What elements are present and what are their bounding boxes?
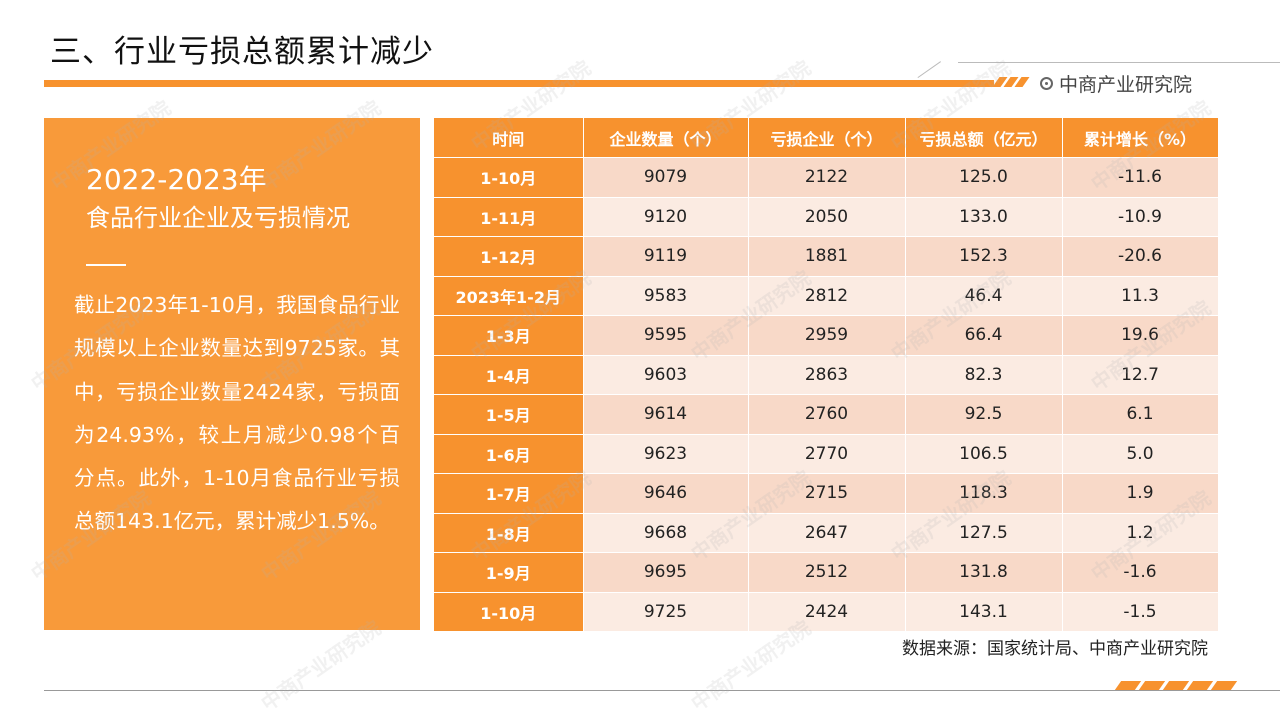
header-enterprise-count: 企业数量（个） [583, 118, 749, 158]
loss-enterprises-cell: 2770 [748, 433, 906, 474]
loss-enterprises-cell: 2812 [748, 275, 906, 316]
loss-enterprises-cell: 2050 [748, 196, 906, 237]
enterprise-count-cell: 9120 [583, 196, 749, 237]
loss-total-cell: 127.5 [905, 512, 1063, 553]
time-cell: 1-11月 [434, 196, 584, 237]
loss-total-cell: 46.4 [905, 275, 1063, 316]
table-row: 2023年1-2月 9583 2812 46.4 11.3 [434, 275, 1219, 316]
growth-cell: -11.6 [1062, 157, 1219, 197]
table-row: 1-3月 9595 2959 66.4 19.6 [434, 315, 1219, 355]
table-row: 1-10月 9079 2122 125.0 -11.6 [434, 157, 1219, 197]
time-cell: 1-6月 [434, 433, 584, 474]
table-row: 1-12月 9119 1881 152.3 -20.6 [434, 236, 1219, 276]
enterprise-count-cell: 9646 [583, 473, 749, 513]
loss-total-cell: 92.5 [905, 394, 1063, 434]
header-loss-total: 亏损总额（亿元） [905, 118, 1063, 158]
header-stripes [992, 77, 1030, 87]
time-cell: 1-7月 [434, 473, 584, 513]
header-divider-slant [917, 61, 941, 79]
enterprise-count-cell: 9623 [583, 433, 749, 474]
loss-total-cell: 133.0 [905, 196, 1063, 237]
loss-total-cell: 131.8 [905, 552, 1063, 592]
loss-total-cell: 125.0 [905, 157, 1063, 197]
enterprise-count-cell: 9725 [583, 591, 749, 631]
loss-total-cell: 66.4 [905, 315, 1063, 355]
title-accent-bar [44, 80, 994, 87]
brand-name: 中商产业研究院 [1059, 74, 1193, 96]
time-cell: 1-4月 [434, 354, 584, 395]
loss-enterprises-cell: 2959 [748, 315, 906, 355]
table-row: 1-6月 9623 2770 106.5 5.0 [434, 433, 1219, 474]
time-cell: 1-8月 [434, 512, 584, 553]
growth-cell: -20.6 [1062, 236, 1219, 276]
time-cell: 1-10月 [434, 157, 584, 197]
loss-enterprises-cell: 2647 [748, 512, 906, 553]
table-row: 1-5月 9614 2760 92.5 6.1 [434, 394, 1219, 434]
header-time: 时间 [434, 118, 584, 158]
loss-enterprises-cell: 1881 [748, 236, 906, 276]
growth-cell: 1.9 [1062, 473, 1219, 513]
table-row: 1-4月 9603 2863 82.3 12.7 [434, 354, 1219, 395]
loss-data-table: 时间 企业数量（个） 亏损企业（个） 亏损总额（亿元） 累计增长（%） 1-10… [434, 118, 1219, 631]
table-row: 1-11月 9120 2050 133.0 -10.9 [434, 196, 1219, 237]
footer-divider [44, 690, 1280, 691]
table-row: 1-10月 9725 2424 143.1 -1.5 [434, 591, 1219, 631]
page-title: 三、行业亏损总额累计减少 [50, 34, 434, 70]
header-divider [958, 62, 1280, 63]
loss-total-cell: 106.5 [905, 433, 1063, 474]
panel-subtitle: 食品行业企业及亏损情况 [86, 204, 350, 232]
table-header-row: 时间 企业数量（个） 亏损企业（个） 亏损总额（亿元） 累计增长（%） [434, 118, 1219, 158]
brand-logo: 中商产业研究院 [1040, 70, 1192, 97]
time-cell: 1-3月 [434, 315, 584, 355]
enterprise-count-cell: 9583 [583, 275, 749, 316]
growth-cell: -1.5 [1062, 591, 1219, 631]
summary-panel: 2022-2023年 食品行业企业及亏损情况 截止2023年1-10月，我国食品… [44, 118, 420, 630]
loss-total-cell: 143.1 [905, 591, 1063, 631]
loss-enterprises-cell: 2424 [748, 591, 906, 631]
growth-cell: -10.9 [1062, 196, 1219, 237]
enterprise-count-cell: 9695 [583, 552, 749, 592]
table-body: 1-10月 9079 2122 125.0 -11.6 1-11月 9120 2050 133.… [434, 157, 1219, 631]
footer-stripes [1114, 681, 1238, 690]
panel-divider [86, 264, 126, 266]
panel-body-text: 截止2023年1-10月，我国食品行业规模以上企业数量达到9725家。其中，亏损… [74, 293, 400, 534]
enterprise-count-cell: 9595 [583, 315, 749, 355]
panel-year: 2022-2023年 [86, 163, 267, 196]
growth-cell: 5.0 [1062, 433, 1219, 474]
loss-enterprises-cell: 2122 [748, 157, 906, 197]
growth-cell: 11.3 [1062, 275, 1219, 316]
enterprise-count-cell: 9668 [583, 512, 749, 553]
loss-enterprises-cell: 2715 [748, 473, 906, 513]
time-cell: 1-12月 [434, 236, 584, 276]
enterprise-count-cell: 9079 [583, 157, 749, 197]
data-source: 数据来源：国家统计局、中商产业研究院 [902, 639, 1208, 659]
loss-enterprises-cell: 2760 [748, 394, 906, 434]
growth-cell: 6.1 [1062, 394, 1219, 434]
table-row: 1-7月 9646 2715 118.3 1.9 [434, 473, 1219, 513]
table-row: 1-8月 9668 2647 127.5 1.2 [434, 512, 1219, 553]
growth-cell: -1.6 [1062, 552, 1219, 592]
header-loss-enterprises: 亏损企业（个） [748, 118, 906, 158]
header-cumulative-growth: 累计增长（%） [1062, 118, 1219, 158]
growth-cell: 1.2 [1062, 512, 1219, 553]
growth-cell: 19.6 [1062, 315, 1219, 355]
loss-total-cell: 82.3 [905, 354, 1063, 395]
enterprise-count-cell: 9119 [583, 236, 749, 276]
enterprise-count-cell: 9603 [583, 354, 749, 395]
loss-total-cell: 152.3 [905, 236, 1063, 276]
time-cell: 1-9月 [434, 552, 584, 592]
table-row: 1-9月 9695 2512 131.8 -1.6 [434, 552, 1219, 592]
loss-total-cell: 118.3 [905, 473, 1063, 513]
brand-circle-icon [1040, 77, 1053, 90]
loss-enterprises-cell: 2512 [748, 552, 906, 592]
enterprise-count-cell: 9614 [583, 394, 749, 434]
loss-enterprises-cell: 2863 [748, 354, 906, 395]
time-cell: 1-10月 [434, 591, 584, 631]
time-cell: 2023年1-2月 [434, 275, 584, 316]
growth-cell: 12.7 [1062, 354, 1219, 395]
time-cell: 1-5月 [434, 394, 584, 434]
